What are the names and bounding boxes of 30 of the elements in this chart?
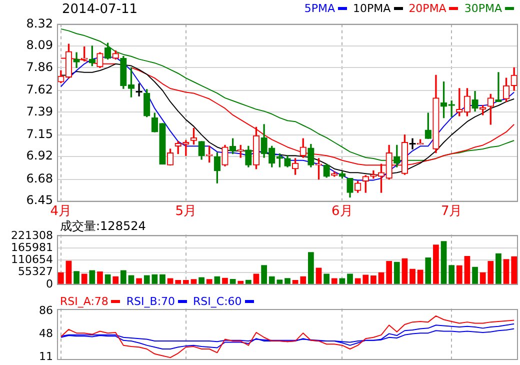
x-tick-label: 6月 [332,204,353,220]
legend-label: RSI_B:70 [126,295,176,308]
legend-label: 10PMA [353,2,392,15]
y-tick-label: 8.09 [26,38,53,52]
y-tick-label: 0 [46,277,53,290]
y-tick-label: 55327 [18,265,53,278]
legend-label: RSI_C:60 [193,295,243,308]
y-tick-label: 8.32 [26,16,53,30]
x-tick-label: 5月 [175,204,197,220]
legend-label: 5PMA [304,2,336,15]
y-tick-label: 6.68 [26,171,53,186]
y-tick-label: 110654 [11,253,53,266]
legend-label: 20PMA [408,2,448,15]
y-tick-label: 86 [39,303,53,316]
y-tick-label: 165981 [11,241,53,254]
legend-label: RSI_A:78 [60,295,110,308]
y-tick-label: 7.62 [26,82,53,97]
y-tick-label: 7.86 [26,60,53,74]
y-tick-label: 221308 [11,228,53,242]
y-tick-label: 6.92 [26,148,53,163]
y-tick-label: 7.39 [26,104,53,118]
x-tick-label: 4月 [50,204,72,220]
legend-label: 30PMA [464,2,503,15]
y-tick-label: 48 [39,326,53,340]
y-tick-label: 11 [39,349,53,362]
y-tick-label: 7.15 [26,126,53,141]
y-tick-label: 6.45 [26,193,53,208]
chart-title: 2014-07-11 [62,2,138,17]
x-tick-label: 7月 [440,204,462,220]
chart-title: 成交量:128524 [60,218,146,235]
